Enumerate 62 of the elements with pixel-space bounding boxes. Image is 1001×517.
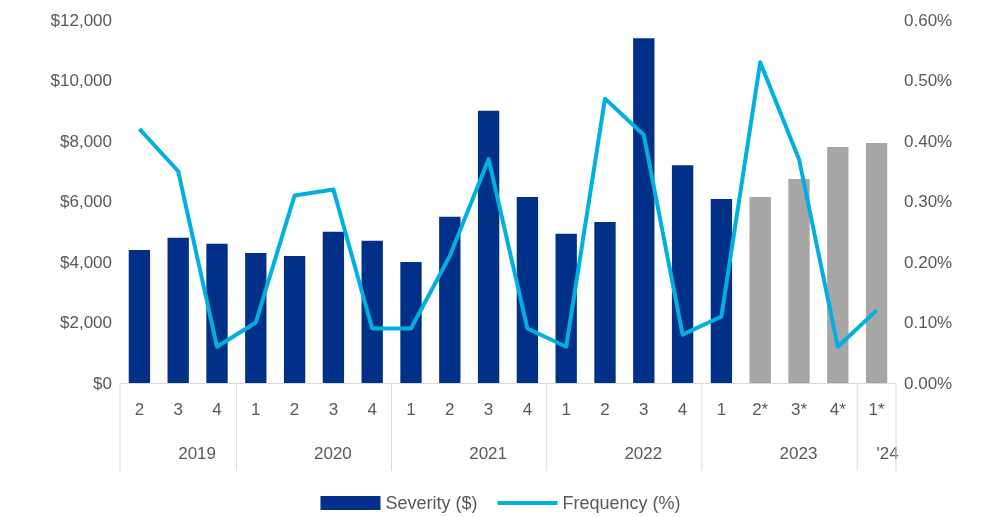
bar xyxy=(865,143,888,383)
y-tick-label: $12,000 xyxy=(50,10,112,30)
y2-tick-label: 0.40% xyxy=(904,131,953,151)
text: 2019 xyxy=(178,444,217,463)
x-tick-label: 4 xyxy=(212,400,222,419)
x-tick-label: 1 xyxy=(716,400,727,419)
x-tick-label: 4 xyxy=(677,400,688,419)
bar xyxy=(788,179,810,383)
bar xyxy=(361,240,383,383)
y-tick-label: $6,000 xyxy=(60,192,112,211)
x-tick-label: 1 xyxy=(406,400,416,419)
y-tick-label: $10,000 xyxy=(50,71,112,90)
y-tick-label: $4,000 xyxy=(60,252,112,272)
bar xyxy=(322,231,345,383)
x-tick-label: 3 xyxy=(328,400,339,419)
y-tick-label: $8,000 xyxy=(60,131,112,151)
y-tick-label: $0 xyxy=(93,373,112,393)
text: 2021 xyxy=(469,444,508,463)
x-tick-label: 4 xyxy=(522,400,533,419)
x-tick-label: 2* xyxy=(752,400,769,419)
x-tick-label: 3* xyxy=(790,400,808,419)
x-tick-label: 2 xyxy=(600,400,610,419)
y2-tick-label: 0.10% xyxy=(904,313,953,332)
bar xyxy=(671,165,694,383)
text: 2023 xyxy=(779,444,818,463)
x-tick-label: 4 xyxy=(367,400,377,419)
x-tick-label: 1 xyxy=(251,400,261,419)
bar xyxy=(710,199,733,383)
x-tick-label: 3 xyxy=(173,400,183,419)
bar xyxy=(516,196,539,383)
bar xyxy=(477,110,500,383)
x-tick-label: 2 xyxy=(289,400,300,419)
bar xyxy=(206,243,228,383)
text: 2020 xyxy=(314,444,352,463)
bar xyxy=(827,147,849,383)
bar xyxy=(283,255,306,383)
bar xyxy=(749,196,771,383)
bar xyxy=(400,262,422,383)
x-tick-label: 2 xyxy=(134,400,145,419)
bar xyxy=(245,252,267,383)
bar xyxy=(128,249,151,383)
x-tick-label: 1 xyxy=(561,400,571,419)
y2-tick-label: 0.20% xyxy=(904,252,953,272)
bar xyxy=(167,237,189,383)
y-tick-label: $2,000 xyxy=(60,313,112,332)
x-tick-label: 1* xyxy=(868,400,886,419)
legend-label: Frequency (%) xyxy=(562,493,681,513)
y2-tick-label: 0.60% xyxy=(904,10,953,30)
x-tick-label: 3 xyxy=(483,400,494,419)
bar xyxy=(439,216,461,383)
x-tick-label: 4* xyxy=(829,400,847,419)
bar xyxy=(594,222,616,383)
x-tick-label: 3 xyxy=(639,400,649,419)
text: '24 xyxy=(876,444,899,463)
line-series xyxy=(137,60,879,349)
text: 2022 xyxy=(624,444,663,463)
bar xyxy=(633,38,655,383)
y2-tick-label: 0.50% xyxy=(904,71,953,90)
x-tick-label: 2 xyxy=(445,400,455,419)
legend-label: Severity ($) xyxy=(385,493,478,513)
y2-tick-label: 0.30% xyxy=(904,192,953,211)
y2-tick-label: 0.00% xyxy=(904,373,953,393)
